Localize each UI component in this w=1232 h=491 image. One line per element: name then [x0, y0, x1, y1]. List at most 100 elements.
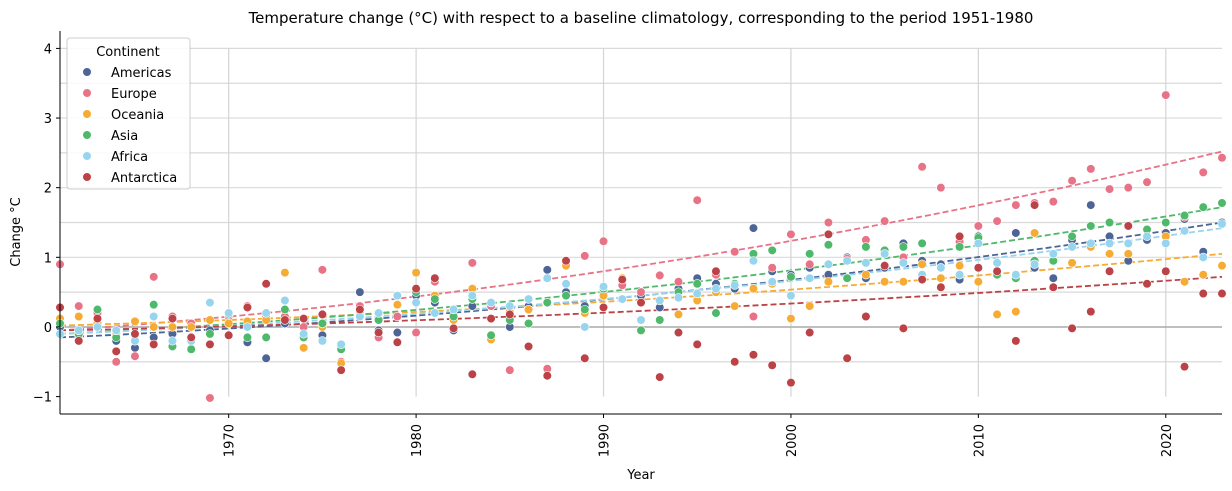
point-europe	[880, 216, 890, 226]
point-europe	[917, 162, 927, 172]
point-africa	[523, 294, 534, 304]
point-europe	[130, 351, 140, 361]
point-africa	[936, 263, 946, 273]
point-europe	[149, 272, 159, 282]
point-oceania	[955, 261, 965, 271]
point-asia	[805, 249, 815, 259]
point-asia	[430, 294, 440, 304]
point-africa	[1179, 226, 1190, 236]
point-africa	[336, 339, 346, 349]
point-antarctica	[823, 229, 834, 239]
point-europe	[392, 311, 402, 322]
point-europe	[1086, 164, 1096, 174]
point-africa	[823, 259, 834, 269]
scatter-points	[55, 90, 1227, 403]
point-africa	[955, 270, 965, 280]
point-antarctica	[655, 372, 665, 382]
point-oceania	[786, 313, 796, 324]
point-antarctica	[767, 360, 777, 370]
point-oceania	[130, 316, 140, 326]
point-europe	[598, 236, 609, 246]
point-africa	[205, 297, 215, 308]
point-antarctica	[561, 256, 571, 266]
point-antarctica	[430, 273, 440, 283]
point-asia	[823, 240, 834, 250]
point-americas	[1048, 273, 1058, 283]
point-asia	[1161, 217, 1171, 228]
point-antarctica	[580, 353, 590, 363]
point-antarctica	[74, 336, 84, 346]
point-europe	[467, 258, 477, 268]
point-oceania	[1067, 258, 1077, 268]
point-antarctica	[1104, 266, 1115, 276]
point-europe	[655, 270, 665, 281]
point-americas	[261, 353, 271, 363]
point-oceania	[880, 277, 890, 287]
point-oceania	[730, 301, 740, 311]
point-antarctica	[617, 275, 627, 285]
point-oceania	[1011, 307, 1021, 317]
point-europe	[205, 393, 215, 403]
point-oceania	[1104, 249, 1115, 259]
point-antarctica	[261, 279, 271, 289]
point-africa	[74, 325, 84, 336]
point-asia	[205, 329, 215, 339]
point-oceania	[299, 343, 309, 353]
point-antarctica	[167, 313, 178, 324]
point-antarctica	[1217, 288, 1227, 299]
chart-title: Temperature change (°C) with respect to …	[248, 9, 1034, 27]
point-africa	[299, 329, 309, 339]
point-antarctica	[1161, 266, 1171, 276]
point-antarctica	[1067, 323, 1077, 333]
point-africa	[430, 308, 440, 318]
point-antarctica	[149, 339, 159, 349]
point-oceania	[936, 273, 946, 283]
point-oceania	[149, 322, 159, 332]
point-africa	[317, 336, 327, 346]
point-africa	[673, 293, 684, 303]
point-antarctica	[973, 263, 983, 273]
point-africa	[261, 308, 271, 318]
point-asia	[186, 344, 196, 354]
point-americas	[748, 223, 759, 233]
point-europe	[111, 357, 121, 367]
point-europe	[692, 195, 702, 205]
point-africa	[561, 279, 571, 289]
point-americas	[542, 265, 552, 275]
point-antarctica	[936, 282, 946, 292]
point-europe	[317, 265, 327, 275]
point-oceania	[992, 309, 1002, 320]
legend-marker-europe	[82, 88, 92, 98]
point-antarctica	[392, 337, 402, 347]
point-asia	[149, 300, 159, 310]
point-oceania	[1179, 277, 1190, 287]
point-asia	[486, 330, 496, 340]
point-oceania	[861, 270, 871, 280]
point-antarctica	[1142, 279, 1152, 289]
point-oceania	[748, 284, 759, 294]
point-africa	[767, 277, 777, 287]
point-asia	[261, 332, 271, 343]
point-asia	[861, 242, 871, 252]
point-europe	[730, 247, 740, 257]
point-antarctica	[842, 353, 852, 363]
point-africa	[711, 284, 721, 294]
point-antarctica	[374, 327, 384, 338]
grid-layer	[60, 47, 1222, 397]
point-antarctica	[299, 313, 309, 324]
series-africa	[55, 219, 1227, 349]
point-antarctica	[411, 284, 421, 294]
point-africa	[842, 256, 852, 266]
point-africa	[392, 291, 402, 301]
x-axis-label: Year	[626, 468, 655, 483]
point-africa	[1011, 270, 1021, 280]
point-africa	[242, 322, 253, 332]
point-antarctica	[730, 357, 740, 367]
point-africa	[786, 291, 796, 301]
y-tick-label: 3	[44, 112, 52, 127]
point-africa	[448, 304, 459, 315]
point-antarctica	[861, 311, 871, 322]
point-asia	[580, 304, 590, 315]
point-antarctica	[130, 329, 140, 339]
point-antarctica	[205, 339, 215, 349]
